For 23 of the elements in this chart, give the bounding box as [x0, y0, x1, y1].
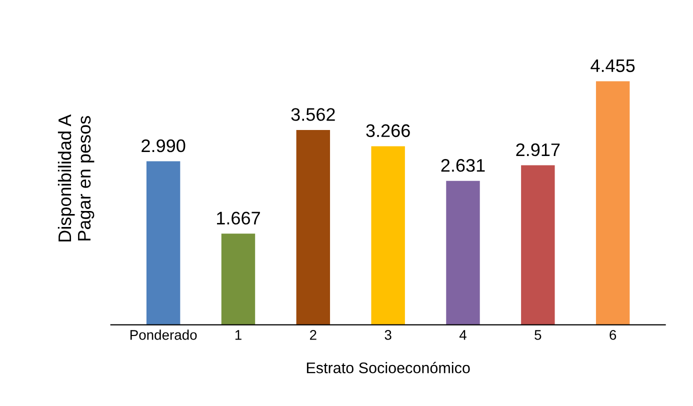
bar [446, 180, 480, 325]
bar [296, 130, 330, 325]
bar [596, 81, 630, 325]
x-tick-label: 3 [384, 330, 392, 340]
x-tick-label: 5 [534, 330, 542, 340]
data-label: 3.562 [291, 108, 335, 121]
data-label: 4.455 [590, 59, 635, 72]
bar [371, 146, 405, 325]
data-label: 2.631 [441, 159, 485, 172]
x-axis-title: Estrato Socioeconómico [306, 362, 470, 374]
bar [521, 165, 555, 325]
data-label: 2.917 [516, 143, 560, 156]
bar [146, 161, 180, 325]
x-tick-label: 2 [310, 330, 316, 340]
x-tick-label: 1 [235, 330, 242, 340]
x-tick-label: Ponderado [130, 330, 197, 340]
y-axis-title: Disponibilidad A Pagar en pesos [58, 114, 94, 242]
data-label: 1.667 [217, 212, 260, 225]
x-tick-label: 6 [610, 330, 616, 340]
data-label: 3.266 [366, 124, 410, 138]
x-tick-label: 4 [459, 330, 466, 340]
data-label: 2.990 [142, 139, 186, 152]
bar [221, 234, 256, 325]
